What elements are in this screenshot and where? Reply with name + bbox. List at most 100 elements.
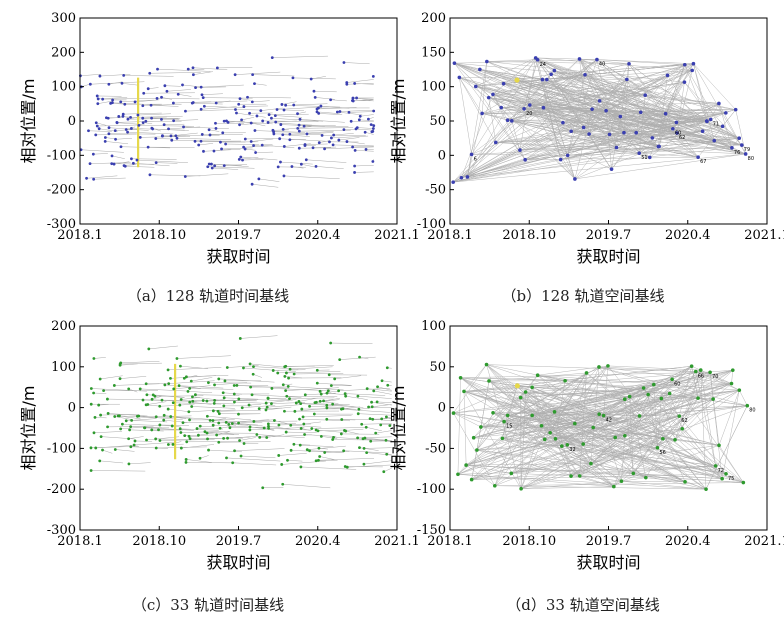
acquisition-node — [638, 110, 643, 115]
y-tick-label: 0 — [438, 401, 446, 416]
acquisition-node — [205, 431, 209, 435]
acquisition-node — [119, 100, 123, 104]
acquisition-node — [248, 111, 251, 115]
baseline-edge — [234, 448, 285, 452]
baseline-edge — [550, 432, 723, 479]
baseline-edge — [662, 438, 727, 474]
baseline-edge — [473, 389, 740, 438]
baseline-edge — [550, 432, 646, 478]
baseline-edge — [700, 370, 707, 490]
acquisition-node — [198, 456, 202, 460]
acquisition-node — [129, 445, 133, 449]
baseline-edge — [511, 445, 720, 474]
baseline-edge — [560, 120, 707, 160]
y-tick-label: 0 — [68, 114, 76, 129]
acquisition-node — [121, 114, 125, 118]
acquisition-node — [120, 81, 124, 85]
acquisition-node — [659, 396, 664, 401]
baseline-edge — [140, 136, 191, 138]
baseline-edge — [693, 63, 736, 110]
acquisition-node — [595, 57, 599, 62]
acquisition-node — [282, 108, 286, 112]
acquisition-node — [161, 134, 164, 138]
baseline-edge — [93, 153, 108, 155]
plot-area: 15 32 42 56 60 62 66 70 72 75 80 — [451, 362, 756, 491]
acquisition-node — [340, 418, 344, 421]
baseline-edge — [293, 444, 311, 446]
baseline-edge — [550, 432, 614, 487]
acquisition-node — [264, 408, 268, 412]
acquisition-node — [288, 367, 292, 371]
acquisition-node — [120, 422, 124, 426]
acquisition-node — [238, 97, 242, 101]
acquisition-node — [457, 75, 462, 80]
baseline-edge — [564, 380, 707, 490]
baseline-edge — [239, 437, 256, 441]
acquisition-node — [96, 97, 100, 101]
baseline-edge — [607, 365, 707, 490]
acquisition-node — [700, 129, 705, 134]
baseline-edge — [453, 412, 496, 486]
acquisition-node — [288, 397, 291, 401]
baseline-edge — [560, 159, 576, 180]
baseline-edge — [166, 89, 192, 92]
acquisition-node — [318, 389, 322, 393]
acquisition-node — [183, 175, 187, 178]
acquisition-node — [284, 364, 288, 368]
x-tick-label: 2019.7 — [216, 534, 262, 549]
baseline-edge — [645, 63, 694, 96]
acquisition-node — [743, 152, 748, 156]
x-tick-label: 2018.10 — [502, 228, 556, 243]
acquisition-node — [218, 426, 222, 430]
acquisition-node — [208, 133, 212, 137]
baseline-edge — [191, 406, 235, 409]
y-ticks: 100 50 0 -50 -100 -150 — [417, 319, 454, 538]
baseline-edge — [579, 58, 641, 113]
acquisition-node — [191, 395, 194, 399]
acquisition-node — [388, 424, 392, 428]
acquisition-node — [343, 392, 347, 396]
acquisition-node — [247, 403, 251, 407]
baseline-edge — [554, 70, 736, 110]
baseline-edge — [107, 398, 164, 401]
acquisition-node — [131, 161, 135, 165]
acquisition-node — [705, 119, 709, 124]
acquisition-node — [313, 95, 317, 99]
baseline-edge — [679, 405, 748, 417]
acquisition-node — [674, 120, 679, 125]
baseline-edge — [305, 143, 328, 145]
acquisition-node — [255, 114, 259, 118]
baseline-edge — [267, 397, 293, 401]
baseline-edge — [209, 133, 223, 136]
acquisition-node — [281, 383, 285, 387]
acquisition-node — [187, 410, 191, 414]
acquisition-node — [308, 404, 311, 408]
baseline-edge — [339, 109, 374, 112]
acquisition-node — [127, 387, 131, 391]
baseline-edge — [532, 387, 676, 440]
acquisition-node — [181, 421, 185, 425]
baseline-edge — [253, 374, 263, 378]
acquisition-node — [303, 143, 307, 146]
acquisition-node — [677, 414, 682, 418]
acquisition-node — [341, 407, 345, 411]
baseline-edge — [80, 73, 102, 77]
acquisition-node — [667, 391, 672, 396]
acquisition-node — [713, 464, 718, 468]
acquisition-node — [122, 164, 126, 168]
baseline-edge — [583, 127, 610, 135]
baseline-edge — [130, 115, 183, 118]
baseline-edge — [537, 375, 707, 490]
baseline-edge — [516, 79, 650, 158]
baseline-edge — [181, 444, 215, 449]
baseline-edge — [486, 59, 538, 62]
baseline-edge — [454, 62, 586, 75]
baseline-edge — [555, 438, 580, 477]
acquisition-node — [240, 406, 244, 410]
baseline-edge — [377, 401, 392, 403]
baseline-edge — [245, 138, 280, 140]
baseline-edge — [649, 64, 686, 158]
acquisition-node — [597, 99, 602, 103]
baseline-edge — [661, 389, 740, 399]
